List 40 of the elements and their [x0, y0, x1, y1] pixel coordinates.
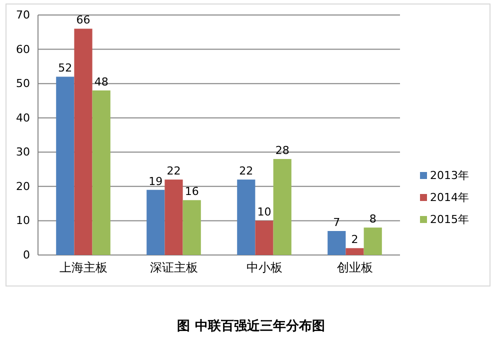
bar — [273, 159, 292, 255]
y-tick-label: 20 — [16, 180, 30, 193]
x-tick-label: 创业板 — [336, 260, 373, 275]
y-tick-label: 0 — [23, 248, 30, 262]
y-tick-label: 30 — [16, 146, 30, 159]
bar — [237, 180, 256, 255]
data-label: 22 — [166, 164, 181, 178]
data-label: 10 — [257, 206, 272, 219]
bar — [74, 28, 92, 255]
x-tick-label: 上海主板 — [59, 260, 108, 275]
legend-label: 2014年 — [430, 191, 469, 204]
data-label: 52 — [58, 62, 72, 75]
data-label: 2 — [351, 233, 358, 246]
bar — [146, 190, 165, 255]
legend-label: 2015年 — [430, 213, 469, 226]
y-tick-label: 70 — [16, 8, 30, 22]
bar — [164, 180, 183, 255]
bar — [92, 90, 110, 255]
x-tick-label: 深证主板 — [150, 260, 198, 275]
bar — [364, 228, 382, 255]
data-label: 28 — [275, 144, 290, 157]
y-tick-label: 60 — [16, 42, 30, 56]
bar — [328, 231, 346, 255]
y-tick-label: 50 — [16, 77, 30, 90]
text: 图 中联百强近三年分布图 — [177, 318, 325, 334]
x-tick-label: 中小板 — [246, 260, 282, 275]
data-label: 16 — [184, 185, 199, 198]
bar — [56, 76, 74, 255]
data-label: 22 — [239, 164, 254, 178]
legend-label: 2013年 — [430, 169, 469, 182]
data-label: 7 — [333, 216, 340, 229]
data-label: 8 — [369, 212, 376, 226]
data-label: 66 — [76, 14, 90, 27]
bar — [346, 248, 364, 255]
data-label: 19 — [148, 174, 163, 188]
bar — [255, 220, 274, 255]
data-label: 48 — [94, 75, 108, 88]
bar — [182, 200, 201, 255]
y-tick-label: 10 — [16, 214, 30, 228]
y-tick-label: 40 — [16, 111, 30, 124]
